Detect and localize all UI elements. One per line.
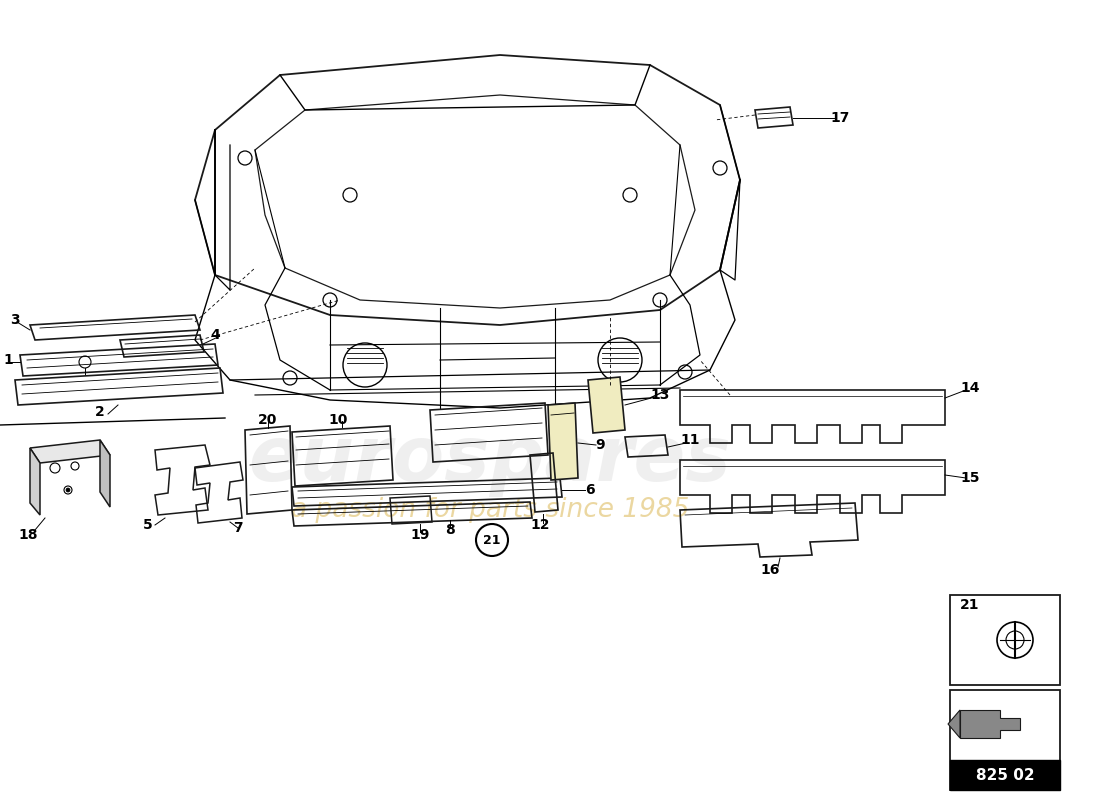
Text: 18: 18 [19, 528, 37, 542]
FancyBboxPatch shape [950, 690, 1060, 790]
Text: 19: 19 [410, 528, 430, 542]
Polygon shape [30, 440, 110, 463]
Text: 11: 11 [680, 433, 700, 447]
Text: 20: 20 [258, 413, 277, 427]
Text: 21: 21 [960, 598, 979, 612]
Polygon shape [30, 448, 40, 515]
Text: a passion for parts since 1985: a passion for parts since 1985 [290, 497, 690, 523]
Text: 17: 17 [830, 111, 849, 125]
Text: 14: 14 [960, 381, 980, 395]
Polygon shape [588, 377, 625, 433]
Polygon shape [100, 440, 110, 507]
Text: 8: 8 [446, 523, 455, 537]
Text: 4: 4 [210, 328, 220, 342]
Text: 10: 10 [328, 413, 348, 427]
Text: 13: 13 [650, 388, 670, 402]
Text: 825 02: 825 02 [976, 767, 1034, 782]
Text: 3: 3 [10, 313, 20, 327]
Text: 7: 7 [233, 521, 243, 535]
Text: 21: 21 [483, 534, 500, 546]
Text: 2: 2 [95, 405, 104, 419]
Polygon shape [948, 710, 960, 738]
Text: 12: 12 [530, 518, 550, 532]
Text: 9: 9 [595, 438, 605, 452]
Polygon shape [548, 403, 578, 480]
Text: 16: 16 [760, 563, 780, 577]
Text: 1: 1 [3, 353, 13, 367]
FancyBboxPatch shape [950, 595, 1060, 685]
Text: 15: 15 [960, 471, 980, 485]
Text: eurospares: eurospares [249, 423, 732, 497]
Text: 5: 5 [143, 518, 153, 532]
FancyBboxPatch shape [950, 760, 1060, 790]
Polygon shape [960, 710, 1020, 738]
Text: 6: 6 [585, 483, 595, 497]
Circle shape [66, 488, 70, 492]
